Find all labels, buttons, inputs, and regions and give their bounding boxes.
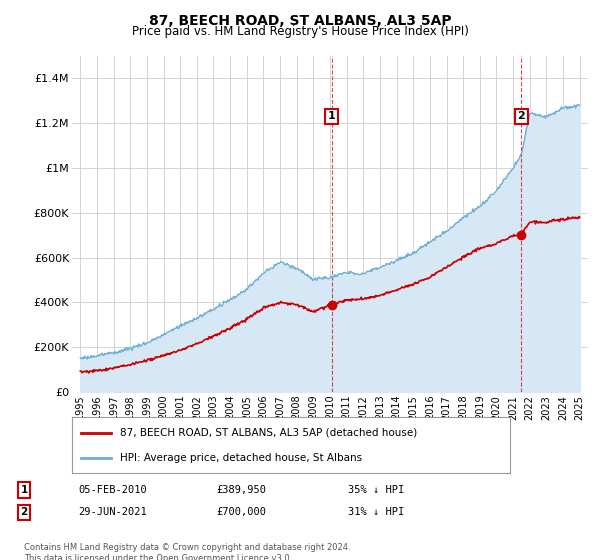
Text: Contains HM Land Registry data © Crown copyright and database right 2024.
This d: Contains HM Land Registry data © Crown c…: [24, 543, 350, 560]
Text: 1: 1: [20, 485, 28, 495]
Text: 2: 2: [518, 111, 525, 122]
Text: 35% ↓ HPI: 35% ↓ HPI: [348, 485, 404, 495]
Text: 87, BEECH ROAD, ST ALBANS, AL3 5AP (detached house): 87, BEECH ROAD, ST ALBANS, AL3 5AP (deta…: [120, 428, 418, 438]
Text: 05-FEB-2010: 05-FEB-2010: [78, 485, 147, 495]
Text: Price paid vs. HM Land Registry's House Price Index (HPI): Price paid vs. HM Land Registry's House …: [131, 25, 469, 38]
Text: £700,000: £700,000: [216, 507, 266, 517]
Text: 31% ↓ HPI: 31% ↓ HPI: [348, 507, 404, 517]
Text: 1: 1: [328, 111, 335, 122]
Text: HPI: Average price, detached house, St Albans: HPI: Average price, detached house, St A…: [120, 452, 362, 463]
Text: 2: 2: [20, 507, 28, 517]
Text: £389,950: £389,950: [216, 485, 266, 495]
Text: 29-JUN-2021: 29-JUN-2021: [78, 507, 147, 517]
Text: 87, BEECH ROAD, ST ALBANS, AL3 5AP: 87, BEECH ROAD, ST ALBANS, AL3 5AP: [149, 14, 451, 28]
